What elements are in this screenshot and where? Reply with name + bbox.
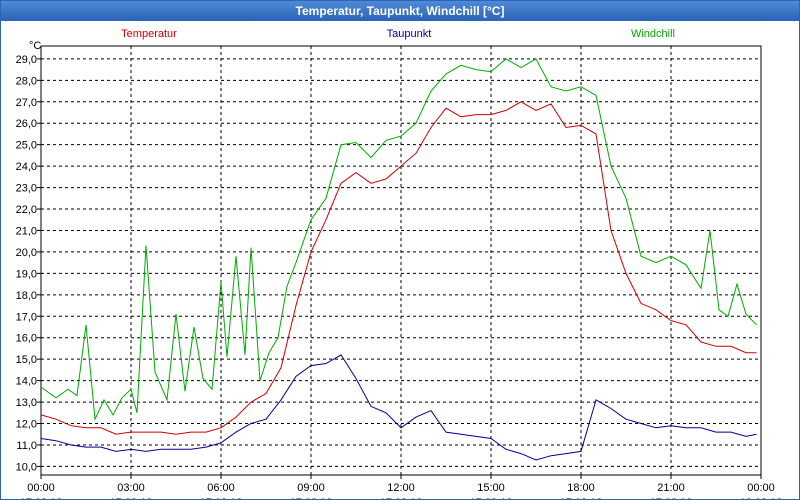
y-tick-label: 29,0 — [16, 54, 37, 66]
x-tick-date: 18.08.12 — [740, 497, 783, 499]
y-tick-label: 27,0 — [16, 97, 37, 109]
y-tick-label: 13,0 — [16, 397, 37, 409]
y-tick-label: 28,0 — [16, 75, 37, 87]
y-tick-label: 18,0 — [16, 290, 37, 302]
y-tick-label: 17,0 — [16, 311, 37, 323]
y-tick-label: 23,0 — [16, 183, 37, 195]
x-tick-date: 17.08.12 — [470, 497, 513, 499]
y-axis-unit: °C — [29, 40, 41, 52]
y-tick-label: 21,0 — [16, 225, 37, 237]
series-lines — [40, 58, 757, 461]
x-tick-date: 17.08.12 — [20, 497, 63, 499]
y-tick-label: 11,0 — [16, 440, 37, 452]
legend-entry-taupunkt: Taupunkt — [387, 28, 432, 40]
x-tick-time: 18:00 — [567, 482, 595, 494]
y-tick-label: 25,0 — [16, 140, 37, 152]
legend: Temperatur Taupunkt Windchill — [121, 28, 675, 40]
series-line-temperatur — [40, 101, 757, 435]
legend-entry-temperatur: Temperatur — [121, 28, 177, 40]
series-line-windchill — [40, 58, 757, 422]
x-tick-date: 17.08.12 — [560, 497, 603, 499]
x-tick-time: 21:00 — [657, 482, 685, 494]
x-tick-date: 17.08.12 — [290, 497, 333, 499]
legend-entry-windchill: Windchill — [631, 28, 675, 40]
x-tick-date: 17.08.12 — [650, 497, 693, 499]
x-tick-time: 12:00 — [387, 482, 415, 494]
window-title: Temperatur, Taupunkt, Windchill [°C] — [1, 1, 799, 21]
y-tick-label: 16,0 — [16, 333, 37, 345]
x-tick-time: 00:00 — [27, 482, 55, 494]
y-tick-label: 22,0 — [16, 204, 37, 216]
x-tick-date: 17.08.12 — [110, 497, 153, 499]
grid-lines — [41, 46, 761, 475]
x-tick-time: 15:00 — [477, 482, 505, 494]
x-tick-date: 17.08.12 — [200, 497, 243, 499]
y-tick-label: 19,0 — [16, 268, 37, 280]
line-chart: 29,0 28,0 27,0 26,0 25,0 24,0 23,0 22,0 21,0 20,0… — [16, 28, 783, 499]
x-tick-time: 09:00 — [297, 482, 325, 494]
y-tick-label: 12,0 — [16, 419, 37, 431]
y-tick-label: 20,0 — [16, 247, 37, 259]
y-tick-label: 26,0 — [16, 118, 37, 130]
series-line-taupunkt — [40, 354, 757, 461]
x-tick-date: 17.08.12 — [380, 497, 423, 499]
y-tick-label: 24,0 — [16, 161, 37, 173]
y-axis-ticks: 29,0 28,0 27,0 26,0 25,0 24,0 23,0 22,0 21,0 20,0… — [16, 54, 41, 473]
y-tick-label: 10,0 — [16, 461, 37, 473]
x-tick-time: 06:00 — [207, 482, 235, 494]
x-tick-time: 03:00 — [117, 482, 145, 494]
x-axis-ticks: 00:00 17.08.12 03:00 17.08.12 06:00 17.08.12 0… — [20, 475, 783, 499]
plot-area — [40, 45, 762, 476]
y-tick-label: 14,0 — [16, 376, 37, 388]
y-tick-label: 15,0 — [16, 354, 37, 366]
x-tick-time: 00:00 — [747, 482, 775, 494]
